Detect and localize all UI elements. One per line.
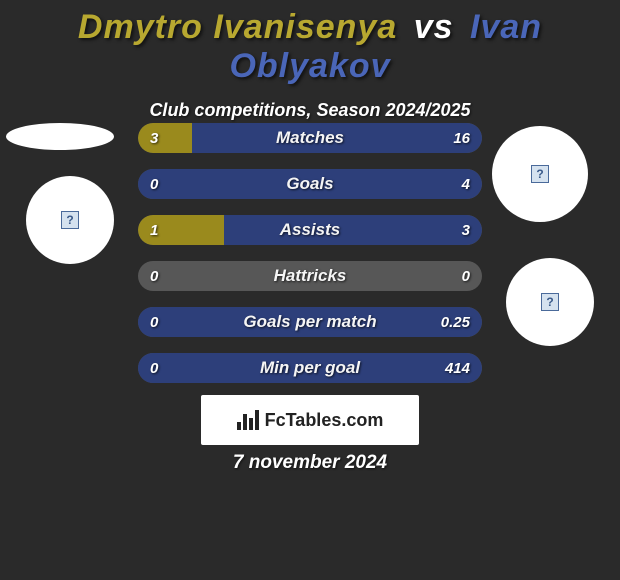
stat-label: Goals per match	[138, 307, 482, 337]
stat-row: 13Assists	[138, 215, 482, 245]
stat-label: Assists	[138, 215, 482, 245]
brand-box: FcTables.com	[201, 395, 419, 445]
stat-row: 04Goals	[138, 169, 482, 199]
stat-label: Min per goal	[138, 353, 482, 383]
player-left-avatar	[26, 176, 114, 264]
image-placeholder-icon	[541, 293, 559, 311]
player-right-avatar-2	[506, 258, 594, 346]
vs-text: vs	[414, 8, 454, 46]
player-left-name: Dmytro Ivanisenya	[78, 8, 397, 46]
stat-row: 00.25Goals per match	[138, 307, 482, 337]
image-placeholder-icon	[531, 165, 549, 183]
bar-chart-icon	[237, 410, 259, 430]
stat-row: 0414Min per goal	[138, 353, 482, 383]
comparison-title: Dmytro Ivanisenya vs Ivan Oblyakov	[0, 0, 620, 86]
stat-label: Goals	[138, 169, 482, 199]
stat-row: 316Matches	[138, 123, 482, 153]
date-label: 7 november 2024	[0, 452, 620, 474]
avatar-placeholder-ellipse	[6, 123, 114, 150]
player-right-avatar	[492, 126, 588, 222]
stat-row: 00Hattricks	[138, 261, 482, 291]
brand-text: FcTables.com	[265, 410, 384, 431]
subtitle: Club competitions, Season 2024/2025	[0, 100, 620, 121]
stat-label: Matches	[138, 123, 482, 153]
image-placeholder-icon	[61, 211, 79, 229]
stat-label: Hattricks	[138, 261, 482, 291]
stats-panel: 316Matches 04Goals 13Assists 00Hattricks 00.…	[138, 123, 482, 399]
